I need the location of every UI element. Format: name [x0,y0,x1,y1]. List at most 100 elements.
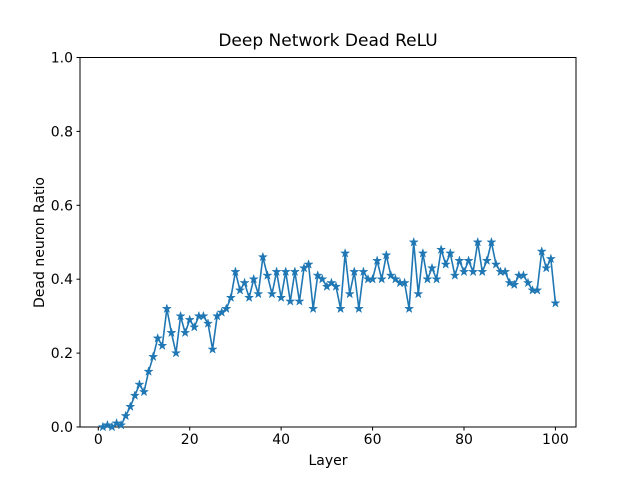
marker-group [98,237,561,431]
data-point-star-marker [404,303,414,313]
data-point-star-marker [436,244,446,254]
data-point-star-marker [157,340,167,350]
data-point-star-marker [162,303,172,313]
data-point-star-marker [532,285,542,295]
data-point-star-marker [454,255,465,265]
data-point-star-marker [308,303,318,313]
data-point-star-marker [463,255,474,265]
data-point-star-marker [226,292,236,302]
data-point-star-marker [290,266,300,276]
data-point-star-marker [377,274,387,284]
x-tick-label: 40 [272,432,290,448]
data-point-star-marker [230,266,241,276]
data-point-star-marker [459,266,469,276]
data-point-star-marker [281,266,291,276]
data-point-star-marker [500,266,510,276]
data-point-star-marker [381,250,391,260]
data-point-star-marker [148,351,158,361]
data-point-star-marker [125,401,135,411]
data-point-star-marker [102,420,113,430]
data-point-star-marker [473,237,483,247]
x-tick-label: 0 [94,432,103,448]
data-point-star-marker [445,248,455,258]
data-point-star-marker [372,255,382,265]
data-point-star-marker [134,379,145,389]
data-point-star-marker [340,248,350,258]
data-point-star-marker [189,322,199,332]
data-point-star-marker [482,255,492,265]
data-point-star-marker [221,303,231,313]
data-point-star-marker [418,248,428,258]
data-point-star-marker [253,289,263,298]
data-point-star-marker [427,263,437,273]
data-point-star-marker [262,270,273,280]
data-point-star-marker [358,266,369,276]
data-point-star-marker [505,278,515,287]
data-point-star-marker [349,266,359,276]
data-point-star-marker [523,278,533,287]
data-point-star-marker [276,292,286,302]
data-point-star-marker [399,278,410,287]
data-point-star-marker [441,259,451,269]
data-point-star-marker [335,303,346,313]
data-point-star-marker [537,246,547,256]
data-point-star-marker [431,274,442,284]
data-point-star-marker [244,292,254,302]
data-point-star-marker [541,263,551,273]
data-point-star-marker [171,348,181,358]
data-point-star-marker [116,420,126,430]
plot-area: 0 20 40 60 80 100 0.0 0.2 0.4 0.6 0.8 1.0 [51,51,577,448]
data-point-star-marker [422,274,433,284]
data-point-star-marker [203,318,213,328]
data-point-star-marker [518,270,529,280]
data-point-star-marker [486,237,497,247]
y-tick-label: 0.8 [51,124,73,140]
x-tick-label: 60 [364,432,382,448]
y-tick-label: 0.0 [51,420,73,436]
data-point-star-marker [235,285,245,295]
x-tick-label: 100 [542,432,569,448]
data-point-star-marker [509,279,519,289]
data-point-star-marker [313,270,323,280]
y-tick-label: 0.4 [51,272,73,288]
data-point-star-marker [180,327,190,337]
data-point-star-marker [185,315,195,324]
data-point-star-marker [121,411,131,420]
data-point-star-marker [326,278,337,287]
data-point-star-marker [285,296,295,306]
data-point-star-marker [198,311,209,321]
data-point-star-marker [294,296,305,306]
data-point-star-marker [258,252,268,261]
data-point-star-marker [317,274,327,284]
data-point-star-marker [345,289,355,298]
data-point-star-marker [491,259,501,269]
data-point-star-marker [477,266,487,276]
data-point-star-marker [267,289,277,298]
data-point-star-marker [271,266,282,276]
data-point-star-marker [390,274,401,284]
data-point-star-marker [143,366,154,376]
data-point-star-marker [153,333,163,343]
x-tick-label: 20 [181,432,199,448]
data-point-star-marker [175,311,186,321]
data-point-star-marker [166,327,177,337]
data-point-star-marker [413,289,423,298]
data-point-star-marker [130,390,140,400]
data-point-star-marker [468,266,478,276]
x-tick-label: 80 [455,432,473,448]
data-point-star-marker [550,298,561,308]
data-point-star-marker [239,278,250,287]
data-point-star-marker [386,270,396,280]
chart-title: Deep Network Dead ReLU [218,31,437,51]
x-axis-label: Layer [308,453,347,469]
plot-border [79,57,577,428]
data-point-star-marker [111,418,122,428]
y-tick-label: 0.2 [51,346,73,362]
data-point-star-marker [207,344,218,354]
data-point-star-marker [409,237,419,247]
data-point-star-marker [367,274,378,284]
data-point-star-marker [303,259,314,269]
data-point-star-marker [249,274,259,284]
